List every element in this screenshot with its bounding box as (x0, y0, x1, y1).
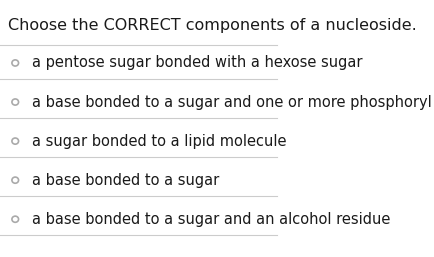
Text: Choose the CORRECT components of a nucleoside.: Choose the CORRECT components of a nucle… (8, 18, 417, 33)
Text: a base bonded to a sugar and an alcohol residue: a base bonded to a sugar and an alcohol … (32, 212, 390, 227)
Text: a sugar bonded to a lipid molecule: a sugar bonded to a lipid molecule (32, 134, 286, 149)
Text: a pentose sugar bonded with a hexose sugar: a pentose sugar bonded with a hexose sug… (32, 56, 362, 70)
Text: a base bonded to a sugar and one or more phosphoryl groups: a base bonded to a sugar and one or more… (32, 95, 434, 109)
Text: a base bonded to a sugar: a base bonded to a sugar (32, 173, 219, 188)
